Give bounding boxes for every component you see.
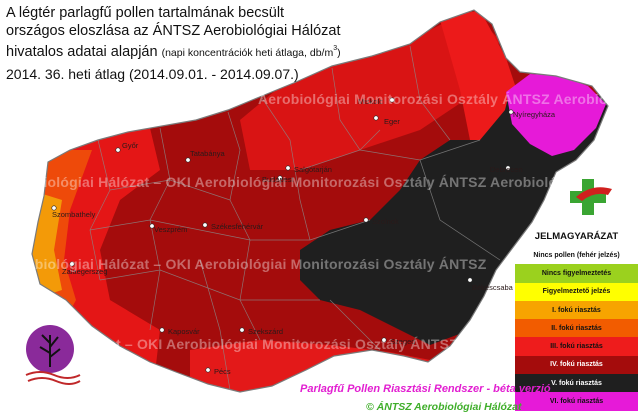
zone-iii-northeast	[440, 10, 520, 150]
title-unit-sup: 3	[333, 45, 338, 52]
city-label: Békéscsaba	[472, 283, 514, 292]
legend-item: V. fokú riasztás	[515, 374, 638, 393]
zone-iii-north	[240, 10, 500, 170]
plant-icon	[39, 334, 61, 367]
city-marker	[149, 223, 155, 229]
city-markers: Győr Tatabánya Miskolc Eger Nyíregyháza Szomb…	[51, 97, 556, 376]
city-marker	[508, 109, 514, 115]
footer-copyright: © ÁNTSZ Aerobiológiai Hálózat	[366, 401, 522, 413]
red-arrow-icon	[576, 187, 612, 201]
city-marker	[381, 337, 387, 343]
city-label: Kaposvár	[168, 327, 200, 336]
watermark-middle: Aerobiológiai Hálózat – OKI Aerobiológia…	[2, 174, 583, 190]
title-line-1: A légtér parlagfű pollen tartalmának bec…	[6, 5, 285, 21]
city-label: Miskolc	[358, 97, 383, 106]
city-marker	[239, 327, 245, 333]
legend-item: I. fokú riasztás	[515, 300, 638, 320]
logo-wave-icon	[25, 371, 81, 385]
legend-item: Nincs pollen (fehér jelzés)	[515, 246, 638, 265]
city-marker	[285, 165, 291, 171]
legend-item: II. fokú riasztás	[515, 319, 638, 338]
watermark-top: Aerobiológiai Monitorozási Osztály ÁNTSZ…	[258, 91, 640, 107]
city-marker	[363, 217, 369, 223]
city-marker	[51, 205, 57, 211]
legend-rows: Nincs pollen (fehér jelzés) Nincs figyelm…	[515, 246, 638, 411]
title-unit-note: (napi koncentrációk heti átlaga, db/m	[161, 46, 334, 59]
city-marker	[69, 261, 75, 267]
city-label: Budapest	[262, 175, 295, 184]
city-marker	[202, 222, 208, 228]
legend-item: Nincs figyelmeztetés	[515, 264, 638, 283]
title-unit-close: )	[337, 46, 341, 59]
title-line-3: hivatalos adatai alapján (napi koncentrá…	[6, 40, 341, 62]
county-borders	[89, 45, 501, 391]
city-label: Székesfehérvár	[211, 222, 264, 231]
city-marker	[159, 327, 165, 333]
zone-v-east	[300, 80, 608, 345]
city-label: Pécs	[214, 367, 231, 376]
city-marker	[467, 277, 473, 283]
legend-item: III. fokú riasztás	[515, 337, 638, 356]
city-marker	[115, 147, 121, 153]
title-line-3-main: hivatalos adatai alapján	[6, 43, 158, 60]
city-label: Szolnok	[372, 217, 399, 226]
city-marker	[389, 97, 395, 103]
map-title: A légtér parlagfű pollen tartalmának bec…	[6, 4, 341, 62]
map-legend: JELMAGYARÁZAT Nincs pollen (fehér jelzés…	[515, 231, 638, 411]
city-label: Győr	[122, 141, 139, 150]
antsz-logo	[568, 175, 616, 226]
legend-title: JELMAGYARÁZAT	[534, 231, 619, 242]
aerobiology-logo	[22, 323, 82, 390]
period-label: 2014. 36. heti átlag (2014.09.01. - 2014…	[6, 66, 299, 82]
city-label: Tatabánya	[190, 149, 225, 158]
city-label: Szeged	[390, 337, 415, 346]
city-label: Szombathely	[52, 210, 96, 219]
footer-title: Parlagfű Pollen Riasztási Rendszer - bét…	[300, 383, 551, 395]
city-label: Szekszárd	[248, 327, 283, 336]
legend-item: VI. fokú riasztás	[515, 392, 638, 411]
city-marker	[205, 367, 211, 373]
city-marker	[373, 115, 379, 121]
city-label: Debrecen	[490, 165, 523, 174]
country-border	[31, 9, 609, 393]
city-marker	[277, 175, 283, 181]
city-label: Salgótarján	[294, 165, 332, 174]
legend-item: IV. fokú riasztás	[515, 355, 638, 375]
city-marker	[185, 157, 191, 163]
city-label: Nyíregyháza	[513, 110, 556, 119]
zone-vi-northeast	[506, 74, 606, 156]
title-line-2: országos eloszlása az ÁNTSZ Aerobiológia…	[6, 23, 341, 39]
city-label: Zalaegerszeg	[62, 267, 107, 276]
city-marker	[505, 165, 511, 171]
city-label: Veszprém	[154, 225, 187, 234]
watermark-lower: Aerobiológiai Hálózat – OKI Aerobiológia…	[2, 256, 487, 272]
watermark-bottom: ózat – OKI Aerobiológiai Monitorozási Os…	[92, 336, 554, 352]
city-label: Eger	[384, 117, 400, 126]
legend-item: Figyelmeztető jelzés	[515, 282, 638, 301]
